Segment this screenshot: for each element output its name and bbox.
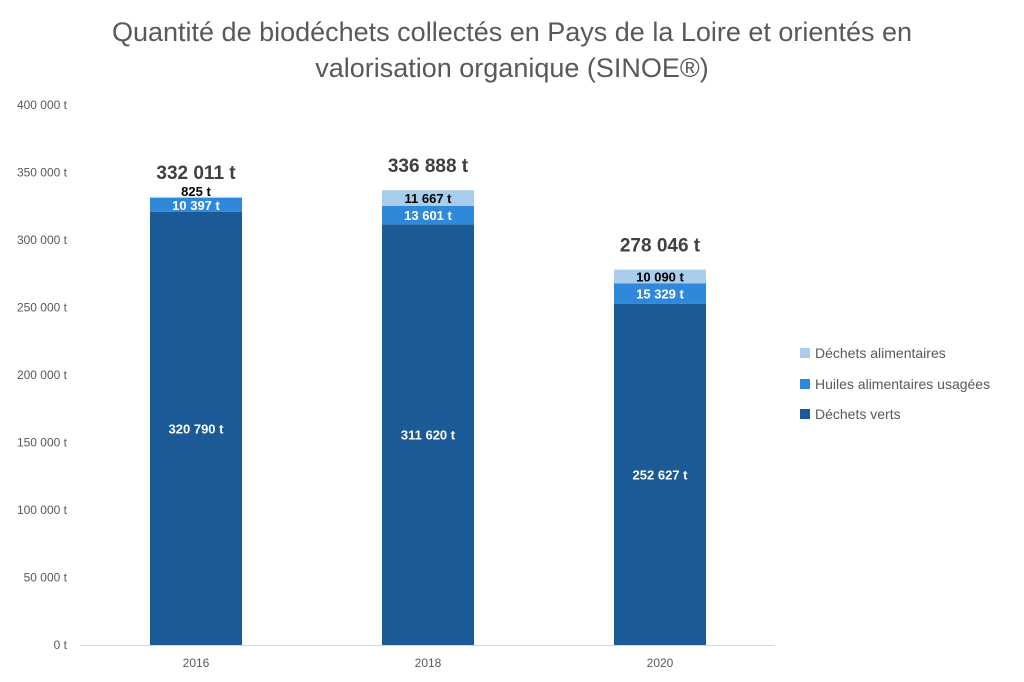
bar-segment (150, 211, 242, 645)
y-tick-label: 50 000 t (24, 571, 68, 585)
chart-title-line-2: valorisation organique (SINOE®) (315, 53, 709, 83)
bar-data-label: 10 397 t (172, 198, 220, 213)
y-tick-label: 200 000 t (17, 368, 68, 382)
legend-item: Déchets verts (800, 406, 901, 422)
y-tick-label: 0 t (54, 638, 68, 652)
bar-data-label: 825 t (181, 184, 211, 199)
bar-segment (382, 190, 474, 206)
bar-total-label: 332 011 t (156, 163, 236, 184)
legend-swatch (800, 409, 810, 419)
legend-swatch (800, 379, 810, 389)
legend-item: Huiles alimentaires usagées (800, 376, 990, 392)
x-tick-label: 2020 (647, 656, 674, 670)
y-tick-label: 300 000 t (17, 233, 68, 247)
bar-segment (382, 205, 474, 225)
y-tick-label: 350 000 t (17, 166, 68, 180)
bar-data-label: 320 790 t (169, 421, 225, 436)
legend-label: Déchets verts (815, 406, 901, 422)
legend-label: Déchets alimentaires (815, 345, 946, 361)
bar-segment (150, 197, 242, 212)
bar-segment (614, 283, 706, 304)
y-tick-label: 400 000 t (17, 98, 68, 112)
bar-segment (614, 269, 706, 284)
bar-total-label: 336 888 t (388, 156, 469, 177)
chart-title-line-1: Quantité de biodéchets collectés en Pays… (111, 17, 912, 47)
bar-data-label: 11 667 t (405, 191, 453, 206)
y-tick-label: 150 000 t (17, 436, 68, 450)
chart-title: Quantité de biodéchets collectés en Pays… (0, 14, 1024, 86)
bar-data-label: 311 620 t (401, 428, 456, 443)
y-tick-label: 250 000 t (17, 301, 68, 315)
y-tick-label: 100 000 t (17, 503, 68, 517)
bar-segment (382, 224, 474, 646)
bar-data-label: 252 627 t (633, 467, 689, 482)
bar-total-label: 278 046 t (620, 236, 701, 257)
bar-data-label: 13 601 t (404, 208, 452, 223)
x-tick-label: 2016 (183, 656, 210, 670)
x-tick-label: 2018 (415, 656, 442, 670)
legend-item: Déchets alimentaires (800, 345, 946, 361)
legend-label: Huiles alimentaires usagées (815, 376, 990, 392)
bar-data-label: 15 329 t (636, 287, 684, 302)
bar-segment (614, 303, 706, 645)
bar-data-label: 10 090 t (636, 269, 684, 284)
bar-segment (150, 196, 242, 198)
legend-swatch (800, 348, 810, 358)
